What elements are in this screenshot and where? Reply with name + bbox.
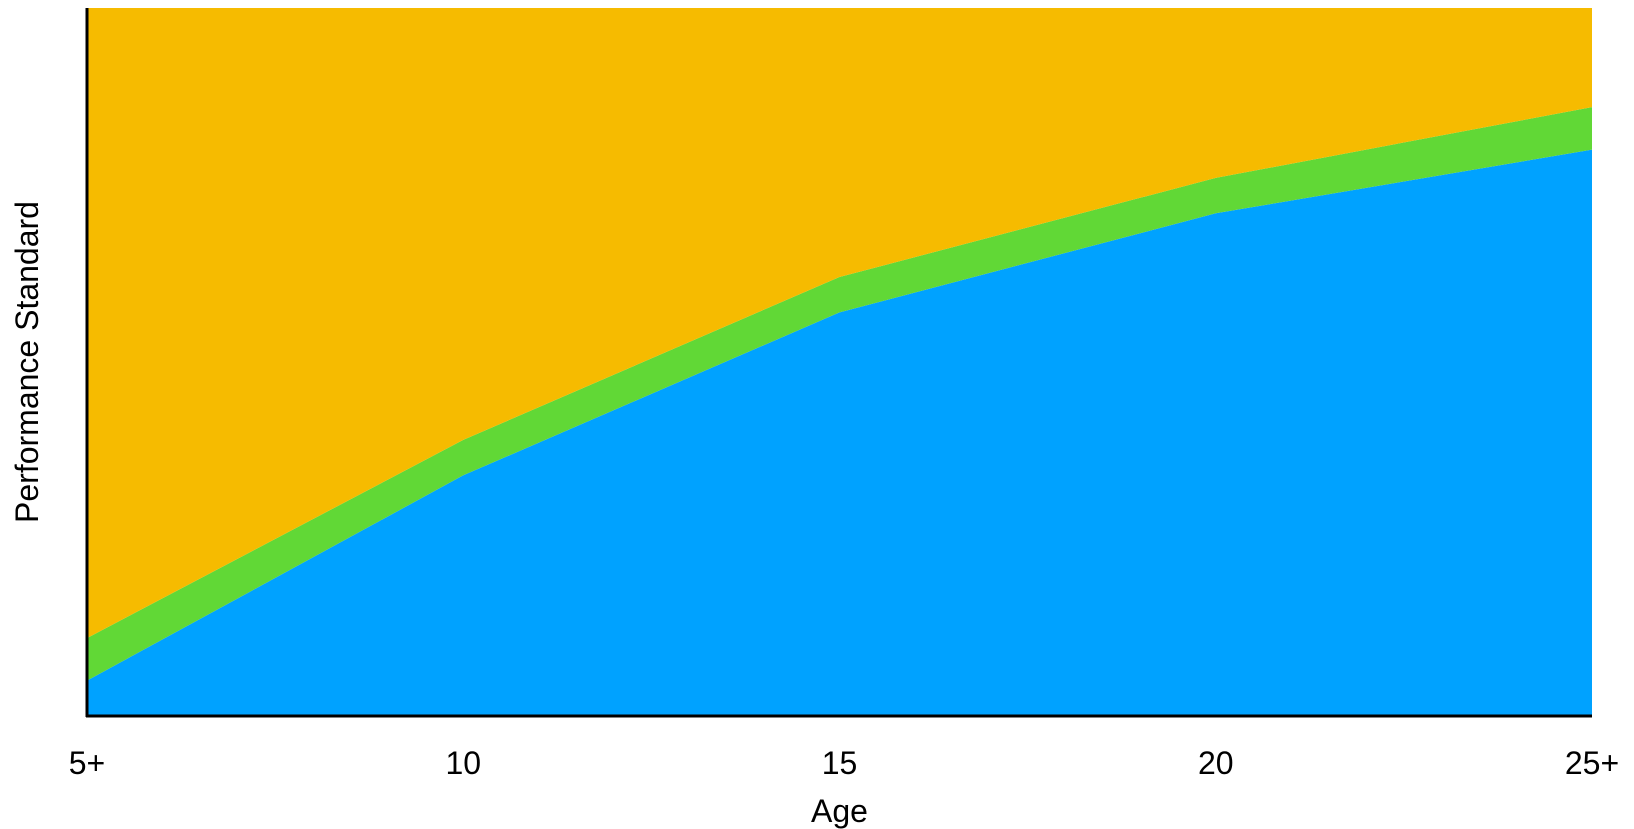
x-tick-label: 15 (822, 745, 858, 781)
area-series-1 (87, 149, 1592, 717)
x-tick-label: 10 (445, 745, 481, 781)
x-tick-label: 5+ (69, 745, 105, 781)
x-tick-labels: 5+ 10 15 20 25+ (69, 745, 1619, 781)
x-axis-label: Age (811, 793, 868, 829)
area-series-3 (87, 8, 1592, 639)
x-tick-label: 20 (1198, 745, 1234, 781)
y-axis-label: Performance Standard (9, 201, 45, 523)
area-series-2 (87, 107, 1592, 681)
series-layer (87, 8, 1592, 717)
x-tick-label: 25+ (1565, 745, 1619, 781)
